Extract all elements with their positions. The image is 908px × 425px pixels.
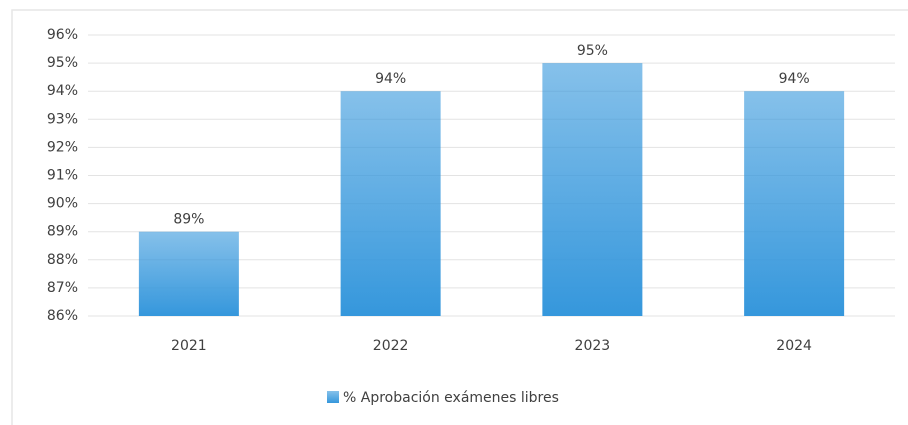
data-label: 95% bbox=[577, 43, 608, 59]
y-tick-label: 87% bbox=[47, 280, 78, 296]
y-tick-label: 88% bbox=[47, 252, 78, 268]
chart-frame bbox=[11, 9, 908, 425]
y-tick-label: 95% bbox=[47, 55, 78, 71]
x-tick-label: 2023 bbox=[575, 338, 611, 354]
y-tick-label: 91% bbox=[47, 168, 78, 184]
x-tick-label: 2021 bbox=[171, 338, 207, 354]
y-tick-label: 86% bbox=[47, 308, 78, 324]
bar bbox=[744, 91, 845, 316]
y-tick-label: 89% bbox=[47, 224, 78, 240]
data-label: 89% bbox=[173, 212, 204, 228]
bar bbox=[138, 231, 239, 316]
y-tick-label: 92% bbox=[47, 139, 78, 155]
y-tick-label: 96% bbox=[47, 27, 78, 43]
data-label: 94% bbox=[779, 71, 810, 87]
bar bbox=[542, 63, 643, 316]
x-tick-label: 2022 bbox=[373, 338, 409, 354]
y-tick-label: 93% bbox=[47, 111, 78, 127]
legend-swatch bbox=[327, 391, 339, 403]
x-tick-label: 2024 bbox=[776, 338, 812, 354]
bar bbox=[340, 91, 441, 316]
legend-label: % Aprobación exámenes libres bbox=[343, 390, 559, 406]
data-label: 94% bbox=[375, 71, 406, 87]
y-tick-label: 90% bbox=[47, 196, 78, 212]
y-tick-label: 94% bbox=[47, 83, 78, 99]
